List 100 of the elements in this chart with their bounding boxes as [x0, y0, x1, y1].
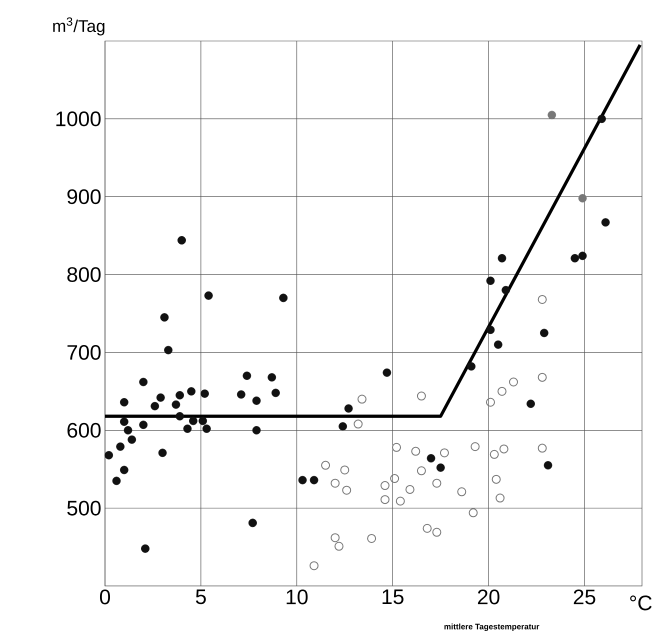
point — [139, 420, 148, 430]
x-tick-label: 0 — [100, 590, 110, 604]
point — [338, 422, 348, 431]
point — [367, 534, 376, 543]
x-axis-title: mittlere Tagestemperatur — [444, 624, 540, 632]
point — [176, 412, 184, 420]
point — [416, 466, 426, 476]
point — [271, 388, 280, 398]
y-tick-label: 1000 — [56, 111, 101, 126]
point — [598, 114, 606, 124]
point — [252, 396, 261, 405]
point — [120, 398, 128, 406]
point — [416, 392, 426, 401]
y-tick-label: 900 — [67, 189, 101, 204]
point — [601, 218, 610, 227]
y-tick-label: 800 — [67, 267, 101, 282]
point — [440, 448, 449, 458]
point — [198, 416, 208, 426]
point — [509, 378, 518, 386]
point — [432, 478, 442, 488]
y-tick-label: 500 — [67, 500, 101, 516]
point — [116, 442, 125, 451]
point — [490, 450, 499, 459]
point — [310, 476, 318, 484]
point — [310, 561, 319, 570]
point — [242, 372, 252, 380]
point — [498, 386, 506, 396]
point — [540, 328, 548, 338]
x-tick-label: 10 — [286, 590, 308, 604]
point — [104, 450, 114, 460]
point — [150, 402, 160, 410]
point — [467, 362, 476, 371]
point — [236, 390, 246, 399]
point — [432, 528, 442, 537]
point — [436, 463, 445, 472]
point — [526, 400, 535, 408]
point — [496, 494, 505, 503]
point — [457, 487, 466, 496]
point — [248, 518, 257, 528]
point — [468, 508, 478, 518]
point — [141, 544, 150, 553]
x-tick-label: 5 — [196, 590, 206, 604]
point — [112, 476, 121, 486]
point — [380, 495, 390, 504]
point — [340, 465, 350, 474]
point — [128, 435, 136, 444]
y-axis-title: m$^{3}$/Tag — [53, 17, 104, 36]
point — [176, 391, 184, 400]
y-tick-label: 700 — [68, 344, 101, 360]
point — [124, 426, 132, 434]
point — [202, 424, 211, 433]
point — [382, 368, 392, 377]
point — [426, 454, 436, 462]
point — [411, 446, 420, 456]
point — [189, 416, 198, 426]
point — [498, 254, 506, 262]
point — [538, 444, 547, 453]
point — [492, 474, 501, 484]
point — [298, 476, 307, 484]
point — [380, 481, 390, 490]
point — [405, 484, 414, 494]
point — [158, 448, 167, 458]
point — [499, 444, 508, 454]
point — [396, 496, 405, 506]
point — [538, 294, 547, 304]
point — [578, 252, 587, 260]
point — [330, 478, 340, 488]
point — [392, 442, 402, 452]
point — [330, 533, 340, 542]
point — [422, 524, 432, 533]
point — [200, 389, 209, 398]
point — [252, 426, 261, 434]
point — [344, 404, 353, 413]
text: °C — [630, 596, 652, 610]
point — [172, 400, 180, 409]
point — [334, 542, 344, 551]
point — [570, 254, 580, 262]
point — [486, 276, 495, 285]
point — [177, 236, 186, 245]
point — [342, 486, 352, 495]
point — [268, 373, 276, 382]
point — [279, 294, 288, 302]
point — [470, 442, 480, 452]
point — [486, 398, 495, 407]
point — [187, 387, 196, 396]
point — [120, 418, 128, 426]
point — [486, 326, 495, 334]
point — [578, 194, 587, 202]
point — [160, 313, 169, 322]
point — [357, 394, 366, 404]
point — [390, 474, 400, 484]
point — [544, 461, 552, 470]
point — [139, 378, 148, 386]
x-tick-label: 20 — [478, 590, 500, 604]
point — [120, 466, 128, 474]
point — [538, 372, 547, 382]
point — [502, 286, 510, 294]
x-tick-label: 25 — [574, 590, 596, 604]
point — [321, 460, 330, 470]
point — [183, 424, 192, 433]
